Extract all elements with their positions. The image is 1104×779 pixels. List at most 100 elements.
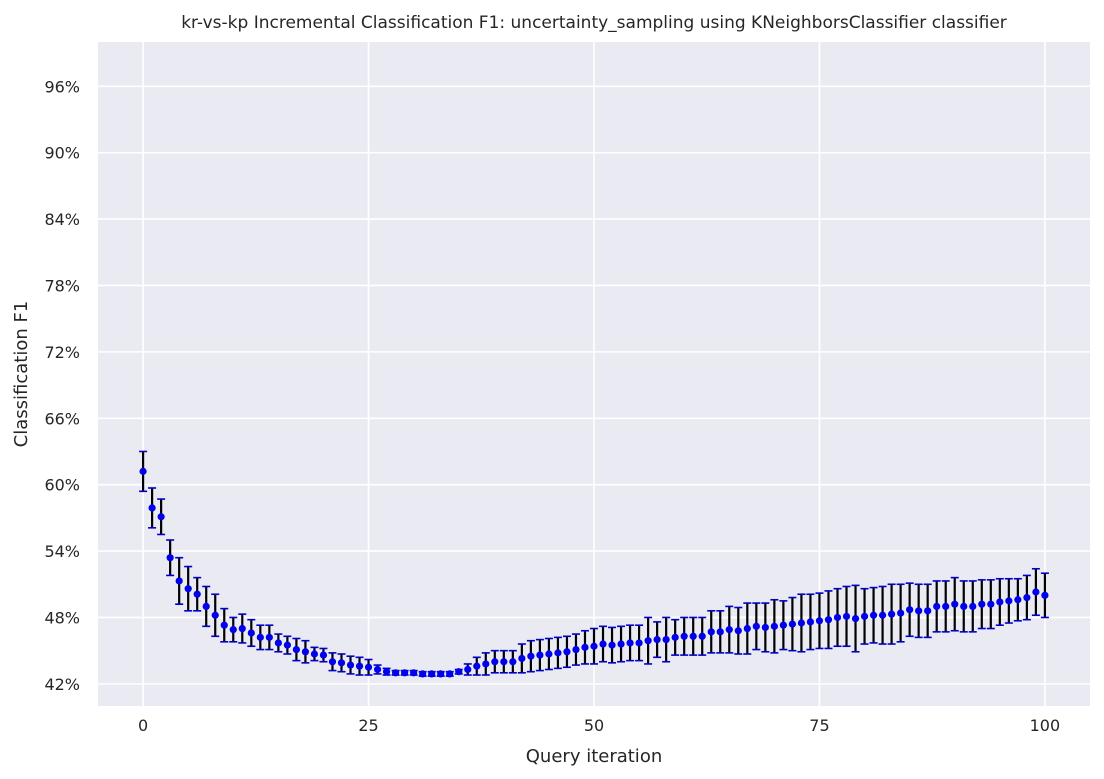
data-point xyxy=(319,651,328,659)
data-point xyxy=(851,614,860,623)
data-point xyxy=(671,633,679,641)
data-point xyxy=(581,643,589,651)
data-point xyxy=(599,640,607,648)
data-point xyxy=(166,554,174,562)
data-point xyxy=(301,648,310,656)
data-point xyxy=(274,639,282,647)
data-point xyxy=(1023,593,1031,602)
data-points xyxy=(139,467,1049,678)
data-point xyxy=(698,632,706,640)
data-point xyxy=(716,628,724,636)
y-tick-label: 72% xyxy=(44,343,80,362)
data-point xyxy=(806,618,815,626)
data-point xyxy=(193,590,201,598)
data-point xyxy=(734,627,742,635)
x-tick-label: 0 xyxy=(138,716,148,735)
data-point xyxy=(346,661,355,669)
data-point xyxy=(355,662,364,670)
data-point xyxy=(617,640,625,648)
data-point xyxy=(779,621,787,629)
data-point xyxy=(662,636,670,644)
data-point xyxy=(960,602,968,611)
data-point xyxy=(815,617,824,625)
data-point xyxy=(401,669,409,677)
data-point xyxy=(987,600,995,608)
x-tick-label: 25 xyxy=(358,716,378,735)
x-axis-label: Query iteration xyxy=(526,746,662,767)
data-point xyxy=(860,612,869,620)
data-point xyxy=(770,622,778,630)
y-tick-label: 84% xyxy=(44,210,80,229)
data-point xyxy=(924,607,932,615)
data-point xyxy=(743,624,751,633)
data-point xyxy=(969,602,977,611)
chart-title: kr-vs-kp Incremental Classification F1: … xyxy=(181,13,1007,33)
data-point xyxy=(509,658,517,666)
data-point xyxy=(265,633,273,641)
data-point xyxy=(482,660,490,668)
x-tick-label: 50 xyxy=(584,716,604,735)
data-point xyxy=(437,670,445,678)
data-point xyxy=(1041,591,1049,599)
data-point xyxy=(382,668,391,676)
data-point xyxy=(608,641,616,649)
y-tick-label: 90% xyxy=(44,144,80,163)
data-point xyxy=(328,658,337,666)
data-point xyxy=(364,663,373,671)
data-point xyxy=(464,665,472,674)
data-point xyxy=(915,607,923,615)
data-point xyxy=(689,632,697,640)
data-point xyxy=(933,602,941,611)
y-tick-label: 54% xyxy=(44,542,80,561)
data-point xyxy=(644,637,652,645)
data-point xyxy=(833,613,842,622)
data-point xyxy=(554,649,562,657)
data-point xyxy=(292,645,300,654)
y-tick-label: 60% xyxy=(44,476,80,495)
x-tick-labels: 0 25 50 75 100 xyxy=(138,716,1060,735)
data-point xyxy=(446,670,454,678)
grid xyxy=(98,42,1090,706)
data-point xyxy=(572,645,580,654)
data-point xyxy=(139,467,147,475)
data-point xyxy=(229,626,237,634)
data-point xyxy=(184,585,192,593)
data-point xyxy=(978,600,986,608)
data-point xyxy=(473,662,481,670)
data-point xyxy=(410,669,418,677)
data-point xyxy=(211,611,219,619)
data-point xyxy=(491,658,499,666)
data-point xyxy=(680,632,688,640)
data-point xyxy=(175,577,183,585)
data-point xyxy=(536,651,544,659)
data-point xyxy=(725,626,733,634)
data-point xyxy=(148,504,156,512)
y-axis-label: Classification F1 xyxy=(11,301,32,448)
data-point xyxy=(247,629,255,637)
data-point xyxy=(310,650,319,658)
data-point xyxy=(942,602,950,611)
y-tick-label: 66% xyxy=(44,409,80,428)
data-point xyxy=(518,654,526,663)
data-point xyxy=(788,620,797,628)
data-point xyxy=(337,659,346,667)
data-point xyxy=(256,633,264,641)
data-point xyxy=(626,639,634,647)
data-point xyxy=(869,611,878,619)
data-point xyxy=(1032,588,1040,596)
x-tick-label: 100 xyxy=(1030,716,1061,735)
y-tick-label: 96% xyxy=(44,77,80,96)
data-point xyxy=(545,650,553,658)
data-point xyxy=(653,636,661,644)
data-point xyxy=(824,616,833,624)
data-point xyxy=(878,611,887,619)
data-point xyxy=(590,642,598,650)
y-tick-label: 78% xyxy=(44,276,80,295)
data-point xyxy=(752,622,760,630)
data-point xyxy=(157,513,165,521)
data-point xyxy=(761,623,769,632)
data-point xyxy=(842,612,851,620)
data-point xyxy=(500,658,508,666)
data-point xyxy=(220,621,228,629)
